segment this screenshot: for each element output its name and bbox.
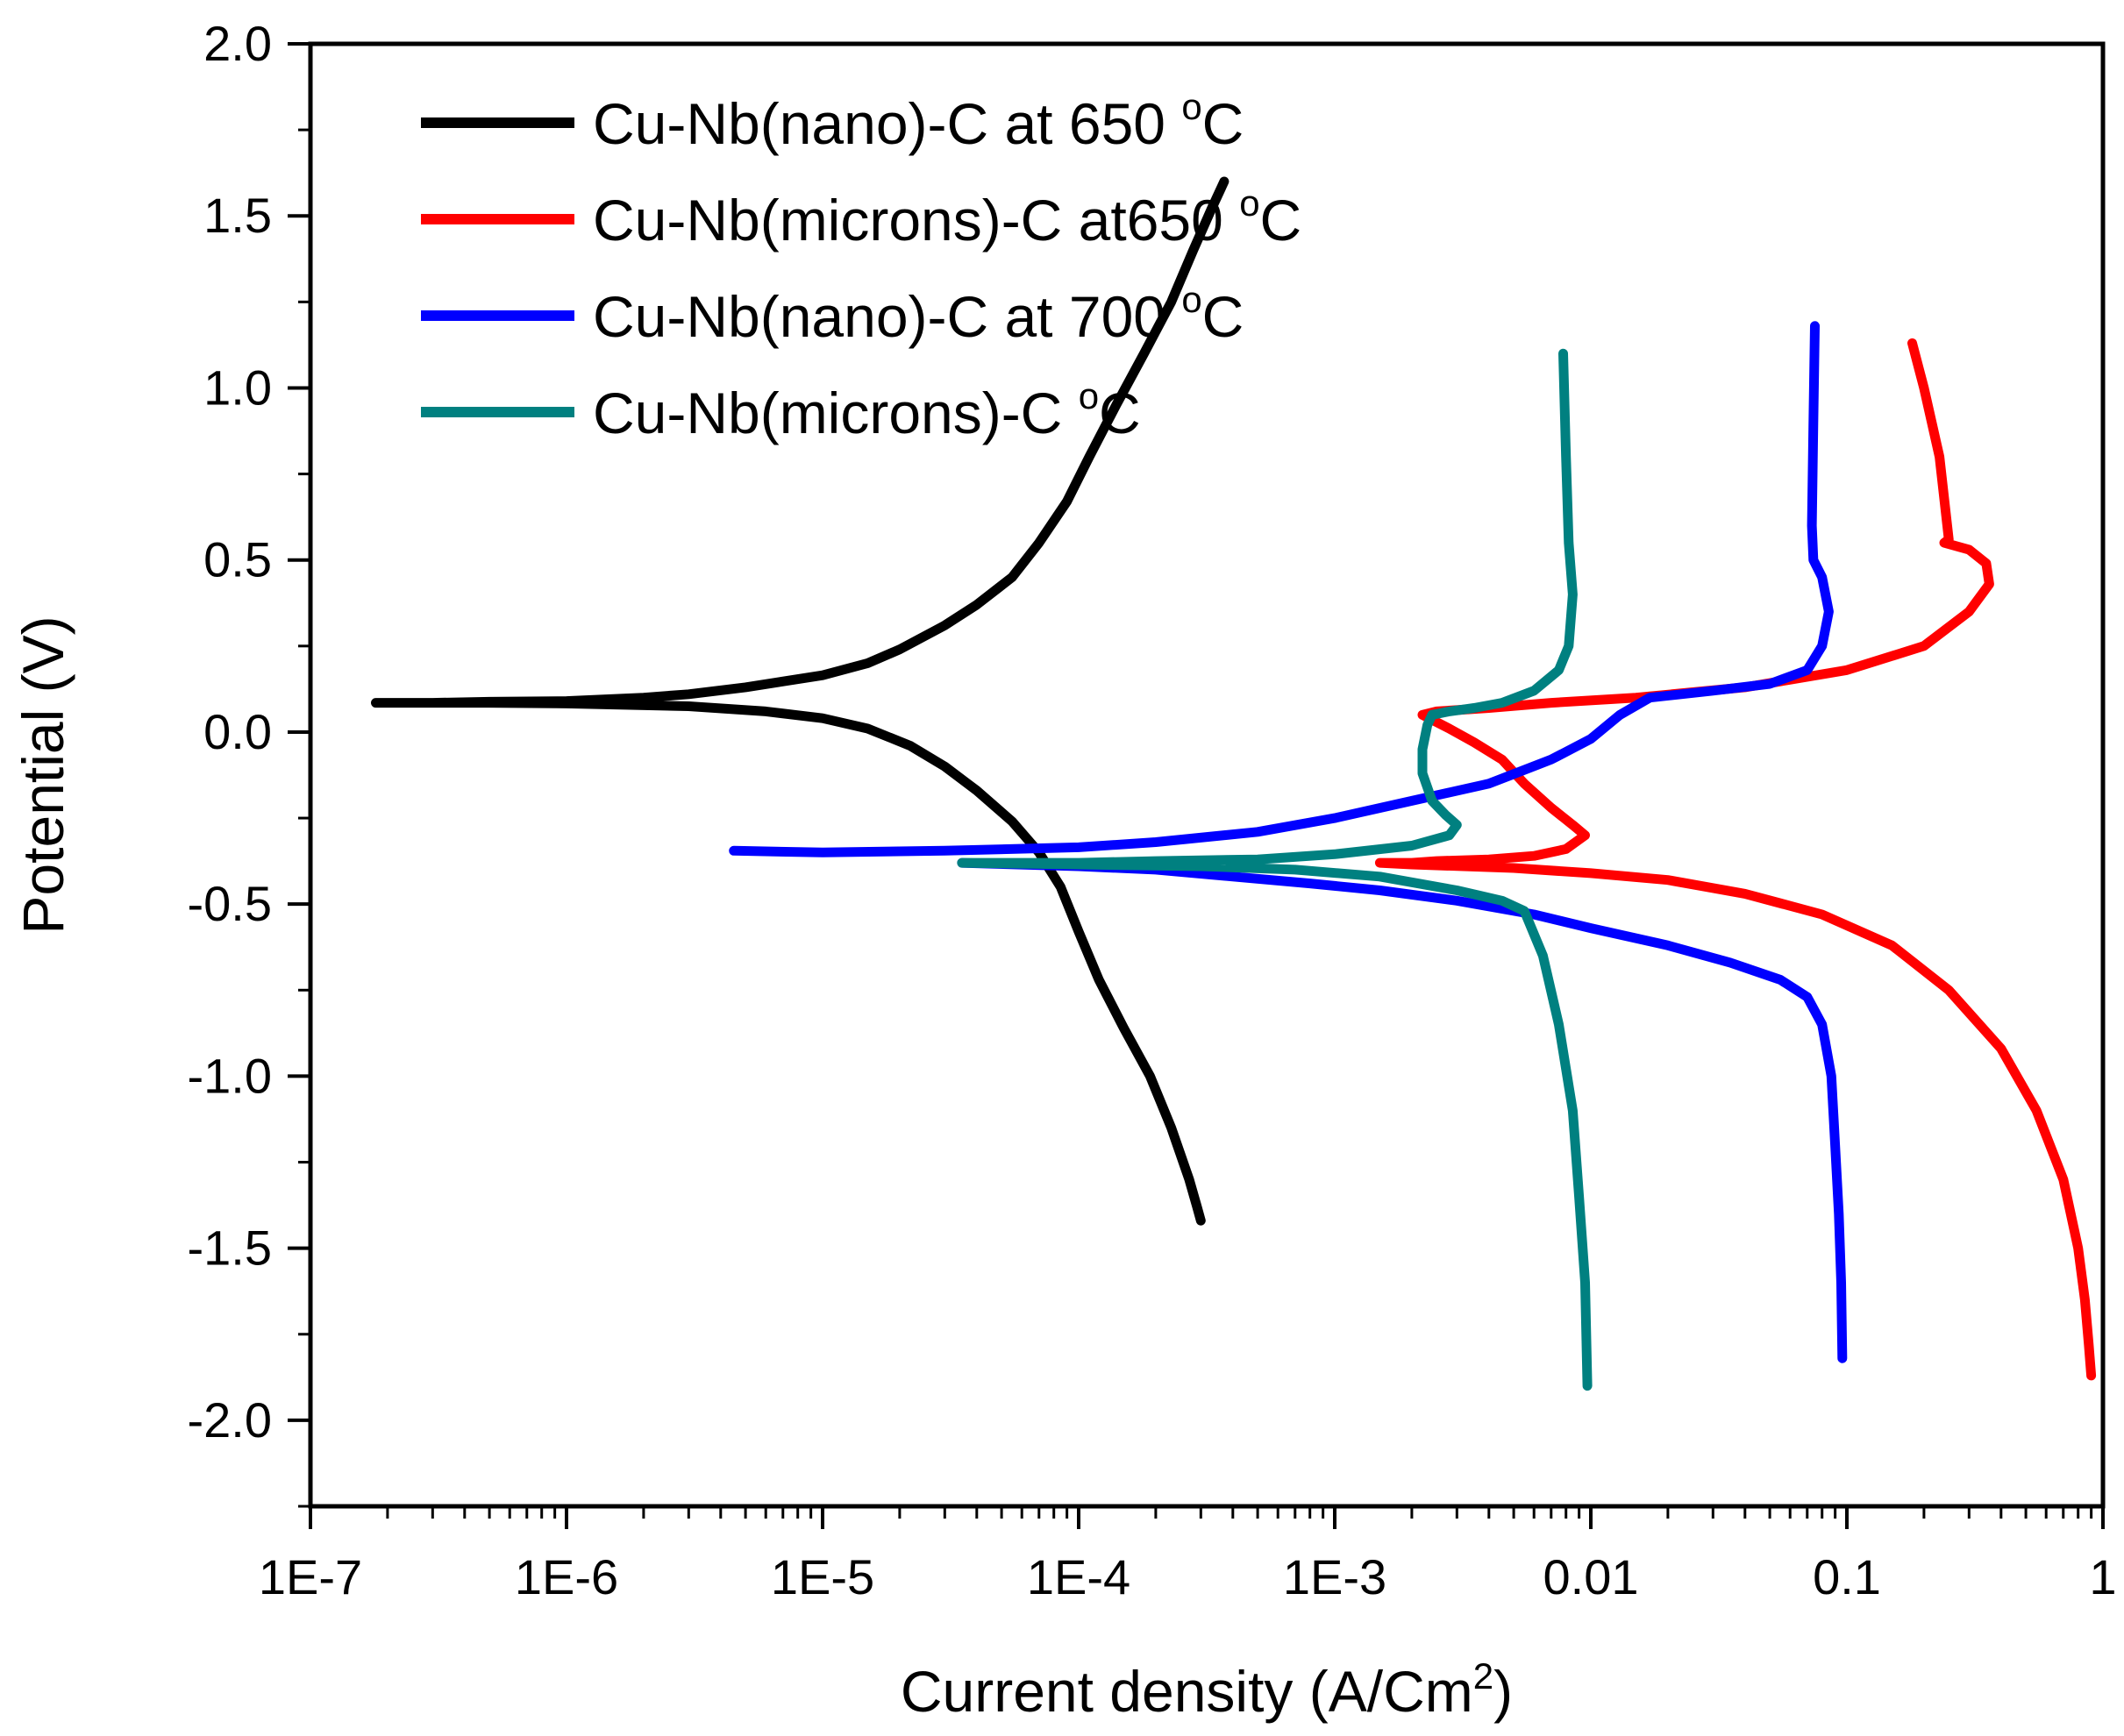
y-axis-ticks: -2.0 -1.5 -1.0 -0.5 0.0 0.5 1.0 1.5 2.0: [188, 16, 310, 1508]
x-axis-ticks: 1E-7 1E-6 1E-5 1E-4 1E-3 0.01 0.1 1: [259, 1506, 2117, 1604]
legend-label-3: Cu-Nb(nano)-C at 700 oC: [593, 279, 1244, 349]
x-tick-label: 1E-4: [1027, 1549, 1130, 1604]
x-axis-title: Current density (A/Cm2): [901, 1655, 1513, 1724]
legend-label-text: Cu-Nb(nano)-C at 700: [593, 284, 1181, 349]
x-axis-title-superscript: 2: [1473, 1655, 1493, 1697]
legend-label-1: Cu-Nb(nano)-C at 650 oC: [593, 86, 1244, 156]
y-tick-label: 0.0: [203, 704, 272, 759]
x-tick-label: 1E-3: [1283, 1549, 1386, 1604]
y-tick-label: -1.5: [188, 1220, 273, 1276]
legend-degree: o: [1181, 86, 1201, 127]
legend-label-text: Cu-Nb(microns)-C: [593, 381, 1079, 445]
legend-label-text: Cu-Nb(microns)-C at650: [593, 188, 1239, 253]
y-tick-label: -1.0: [188, 1048, 273, 1103]
x-axis-title-end: ): [1493, 1659, 1513, 1724]
x-tick-label: 0.01: [1543, 1549, 1639, 1604]
y-tick-label: 0.5: [203, 532, 272, 587]
x-axis-title-text: Current density (A/Cm: [901, 1659, 1473, 1724]
legend-degree: o: [1181, 279, 1201, 320]
legend-label-text: Cu-Nb(nano)-C at 650: [593, 91, 1181, 156]
plot-frame: [308, 41, 2106, 1509]
x-tick-label: 1E-6: [515, 1549, 618, 1604]
legend-label-4: Cu-Nb(microns)-C oC: [593, 375, 1141, 445]
legend-degree: o: [1239, 182, 1259, 224]
x-tick-label: 1E-5: [771, 1549, 874, 1604]
x-tick-label: 0.1: [1813, 1549, 1881, 1604]
y-tick-label: -2.0: [188, 1392, 273, 1448]
legend-unit: C: [1099, 381, 1141, 445]
y-tick-label: 1.5: [203, 188, 272, 243]
series-line-1: [371, 176, 1229, 1226]
y-tick-label: -0.5: [188, 876, 273, 931]
legend-label-2: Cu-Nb(microns)-C at650 oC: [593, 182, 1301, 253]
legend-unit: C: [1202, 284, 1244, 349]
legend-unit: C: [1260, 188, 1302, 253]
legend: Cu-Nb(nano)-C at 650 oCCu-Nb(microns)-C …: [421, 86, 1301, 445]
legend-degree: o: [1079, 375, 1099, 416]
series-line-4: [957, 348, 1593, 1391]
x-tick-label: 1E-7: [259, 1549, 362, 1604]
series-line-3: [729, 321, 1848, 1363]
legend-unit: C: [1202, 91, 1244, 156]
y-tick-label: 1.0: [203, 359, 272, 415]
series-layer: [371, 176, 2097, 1391]
y-axis-title: Potential (V): [11, 615, 75, 934]
series-line-2: [1374, 338, 2097, 1381]
y-tick-label: 2.0: [203, 16, 272, 71]
x-tick-label: 1: [2089, 1549, 2116, 1604]
